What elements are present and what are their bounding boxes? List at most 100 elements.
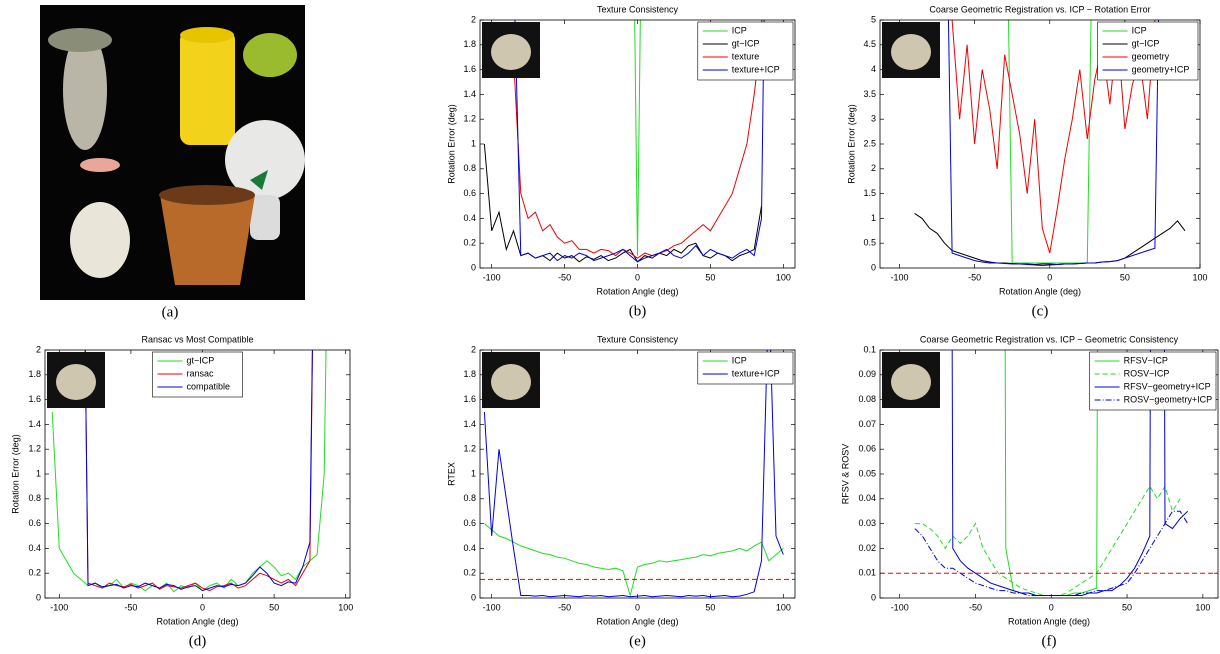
x-tick-label: 50 xyxy=(705,602,715,612)
legend-label: ransac xyxy=(187,368,215,378)
y-tick-label: 1.8 xyxy=(463,39,476,49)
caption: (e) xyxy=(629,633,646,649)
y-tick-label: 1.8 xyxy=(28,369,41,379)
x-tick-label: -100 xyxy=(891,602,909,612)
y-tick-label: 0.2 xyxy=(463,238,476,248)
x-tick-label: 0 xyxy=(635,272,640,282)
y-tick-label: 2 xyxy=(471,344,476,354)
y-tick-label: 0.2 xyxy=(463,568,476,578)
y-tick-label: 3.5 xyxy=(863,89,876,99)
y-tick-label: 0.2 xyxy=(28,568,41,578)
y-tick-label: 0.6 xyxy=(463,518,476,528)
x-axis-label: Rotation Angle (deg) xyxy=(1008,616,1090,626)
x-tick-label: -50 xyxy=(558,602,571,612)
y-tick-label: 4 xyxy=(871,64,876,74)
y-tick-label: 1.4 xyxy=(463,89,476,99)
y-axis-label: Rotation Error (deg) xyxy=(846,104,856,184)
x-tick-label: 100 xyxy=(1195,602,1210,612)
y-tick-label: 0.6 xyxy=(28,518,41,528)
legend-label: ROSV−ICP xyxy=(1124,368,1170,378)
y-tick-label: 4.5 xyxy=(863,39,876,49)
y-tick-label: 2 xyxy=(471,14,476,24)
y-tick-label: 0.1 xyxy=(863,344,876,354)
y-tick-label: 1.5 xyxy=(863,188,876,198)
y-axis-label: Rotation Error (deg) xyxy=(446,104,456,184)
y-tick-label: 3 xyxy=(871,114,876,124)
y-tick-label: 0.8 xyxy=(463,493,476,503)
x-tick-label: 100 xyxy=(1192,272,1207,282)
figure: (a) Texture Consistency Rotation Angle (d… xyxy=(0,0,1220,654)
y-tick-label: 0 xyxy=(871,592,876,602)
x-tick-label: -100 xyxy=(50,602,68,612)
photo xyxy=(40,5,305,300)
x-tick-label: 0 xyxy=(200,602,205,612)
y-tick-label: 1 xyxy=(871,213,876,223)
x-tick-label: -50 xyxy=(969,602,982,612)
y-tick-label: 1.2 xyxy=(463,114,476,124)
y-tick-label: 1.4 xyxy=(463,419,476,429)
x-tick-label: -50 xyxy=(558,272,571,282)
legend-label: texture+ICP xyxy=(732,368,780,378)
legend-label: ICP xyxy=(732,25,747,35)
y-tick-label: 1.2 xyxy=(28,444,41,454)
y-tick-label: 0.07 xyxy=(858,419,876,429)
y-tick-label: 1 xyxy=(471,468,476,478)
chart-title: Texture Consistency xyxy=(597,4,679,14)
x-tick-label: 100 xyxy=(338,602,353,612)
y-tick-label: 0 xyxy=(36,592,41,602)
y-axis-label: Rotation Error (deg) xyxy=(10,434,20,514)
y-tick-label: 0.05 xyxy=(858,468,876,478)
y-tick-label: 0.06 xyxy=(858,444,876,454)
caption: (c) xyxy=(1032,303,1049,319)
chart-title: Coarse Geometric Registration vs. ICP − … xyxy=(929,4,1150,14)
inset-object xyxy=(56,364,96,400)
legend-label: gt−ICP xyxy=(187,355,215,365)
legend-label: gt−ICP xyxy=(1132,38,1160,48)
chart-title: Coarse Geometric Registration vs. ICP − … xyxy=(920,334,1179,344)
x-tick-label: 0 xyxy=(1047,272,1052,282)
x-tick-label: 100 xyxy=(776,272,791,282)
y-tick-label: 0.01 xyxy=(858,568,876,578)
x-tick-label: -100 xyxy=(483,272,501,282)
y-tick-label: 0.5 xyxy=(863,238,876,248)
legend-label: ICP xyxy=(732,355,747,365)
y-tick-label: 0.8 xyxy=(463,163,476,173)
x-axis-label: Rotation Angle (deg) xyxy=(999,286,1081,296)
y-tick-label: 1 xyxy=(36,468,41,478)
inset-object xyxy=(491,364,531,400)
x-axis-label: Rotation Angle (deg) xyxy=(156,616,238,626)
legend-label: RFSV−geometry+ICP xyxy=(1124,381,1211,391)
x-tick-label: 50 xyxy=(1120,272,1130,282)
y-tick-label: 0.8 xyxy=(28,493,41,503)
legend-label: geometry+ICP xyxy=(1132,64,1190,74)
y-tick-label: 1 xyxy=(471,138,476,148)
y-tick-label: 0 xyxy=(871,262,876,272)
x-tick-label: -50 xyxy=(968,272,981,282)
x-tick-label: 50 xyxy=(705,272,715,282)
y-tick-label: 0.02 xyxy=(858,543,876,553)
x-tick-label: 0 xyxy=(1049,602,1054,612)
y-tick-label: 1.8 xyxy=(463,369,476,379)
x-tick-label: 50 xyxy=(1122,602,1132,612)
x-tick-label: -100 xyxy=(891,272,909,282)
y-tick-label: 0.03 xyxy=(858,518,876,528)
y-tick-label: 1.6 xyxy=(463,394,476,404)
y-tick-label: 2 xyxy=(36,344,41,354)
y-tick-label: 0.4 xyxy=(28,543,41,553)
y-tick-label: 0.04 xyxy=(858,493,876,503)
caption: (b) xyxy=(629,303,647,319)
legend-label: gt−ICP xyxy=(732,38,760,48)
caption: (f) xyxy=(1042,633,1057,649)
x-axis-label: Rotation Angle (deg) xyxy=(596,286,678,296)
x-tick-label: -50 xyxy=(124,602,137,612)
y-tick-label: 1.6 xyxy=(28,394,41,404)
legend-label: geometry xyxy=(1132,51,1170,61)
chart-title: Ransac vs Most Compatible xyxy=(141,334,253,344)
legend-label: compatible xyxy=(187,381,231,391)
legend-label: texture xyxy=(732,51,760,61)
chart-title: Texture Consistency xyxy=(597,334,679,344)
y-tick-label: 1.4 xyxy=(28,419,41,429)
y-tick-label: 2.5 xyxy=(863,138,876,148)
photo-caption: (a) xyxy=(162,304,179,320)
y-tick-label: 0.08 xyxy=(858,394,876,404)
